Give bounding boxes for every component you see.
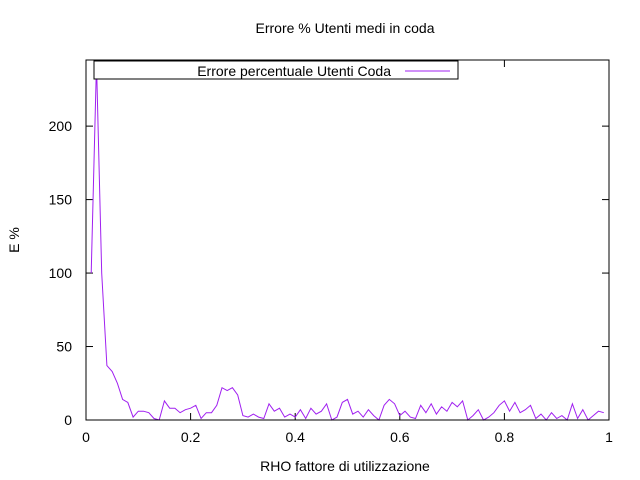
- y-tick-label: 0: [64, 412, 72, 428]
- series-line: [90, 62, 604, 421]
- y-axis-label: E %: [6, 227, 22, 253]
- plot-frame: [85, 59, 610, 421]
- x-tick-label: 0.4: [285, 429, 305, 445]
- chart-title: Errore % Utenti medi in coda: [256, 20, 435, 36]
- x-axis-label: RHO fattore di utilizzazione: [260, 458, 430, 474]
- legend-label: Errore percentuale Utenti Coda: [197, 63, 391, 79]
- y-tick-label: 150: [49, 192, 73, 208]
- x-tick-label: 0.8: [495, 429, 515, 445]
- y-tick-label: 200: [49, 118, 73, 134]
- legend-box: [93, 60, 459, 80]
- x-tick-label: 1: [605, 429, 613, 445]
- y-tick-label: 50: [56, 339, 72, 355]
- x-tick-label: 0.2: [181, 429, 201, 445]
- y-axis: 0 50 100 150 200: [49, 118, 609, 428]
- y-tick-label: 100: [49, 265, 73, 281]
- legend: Errore percentuale Utenti Coda: [93, 60, 459, 80]
- x-tick-label: 0.6: [390, 429, 410, 445]
- x-tick-label: 0: [82, 429, 90, 445]
- series-group: [90, 62, 604, 421]
